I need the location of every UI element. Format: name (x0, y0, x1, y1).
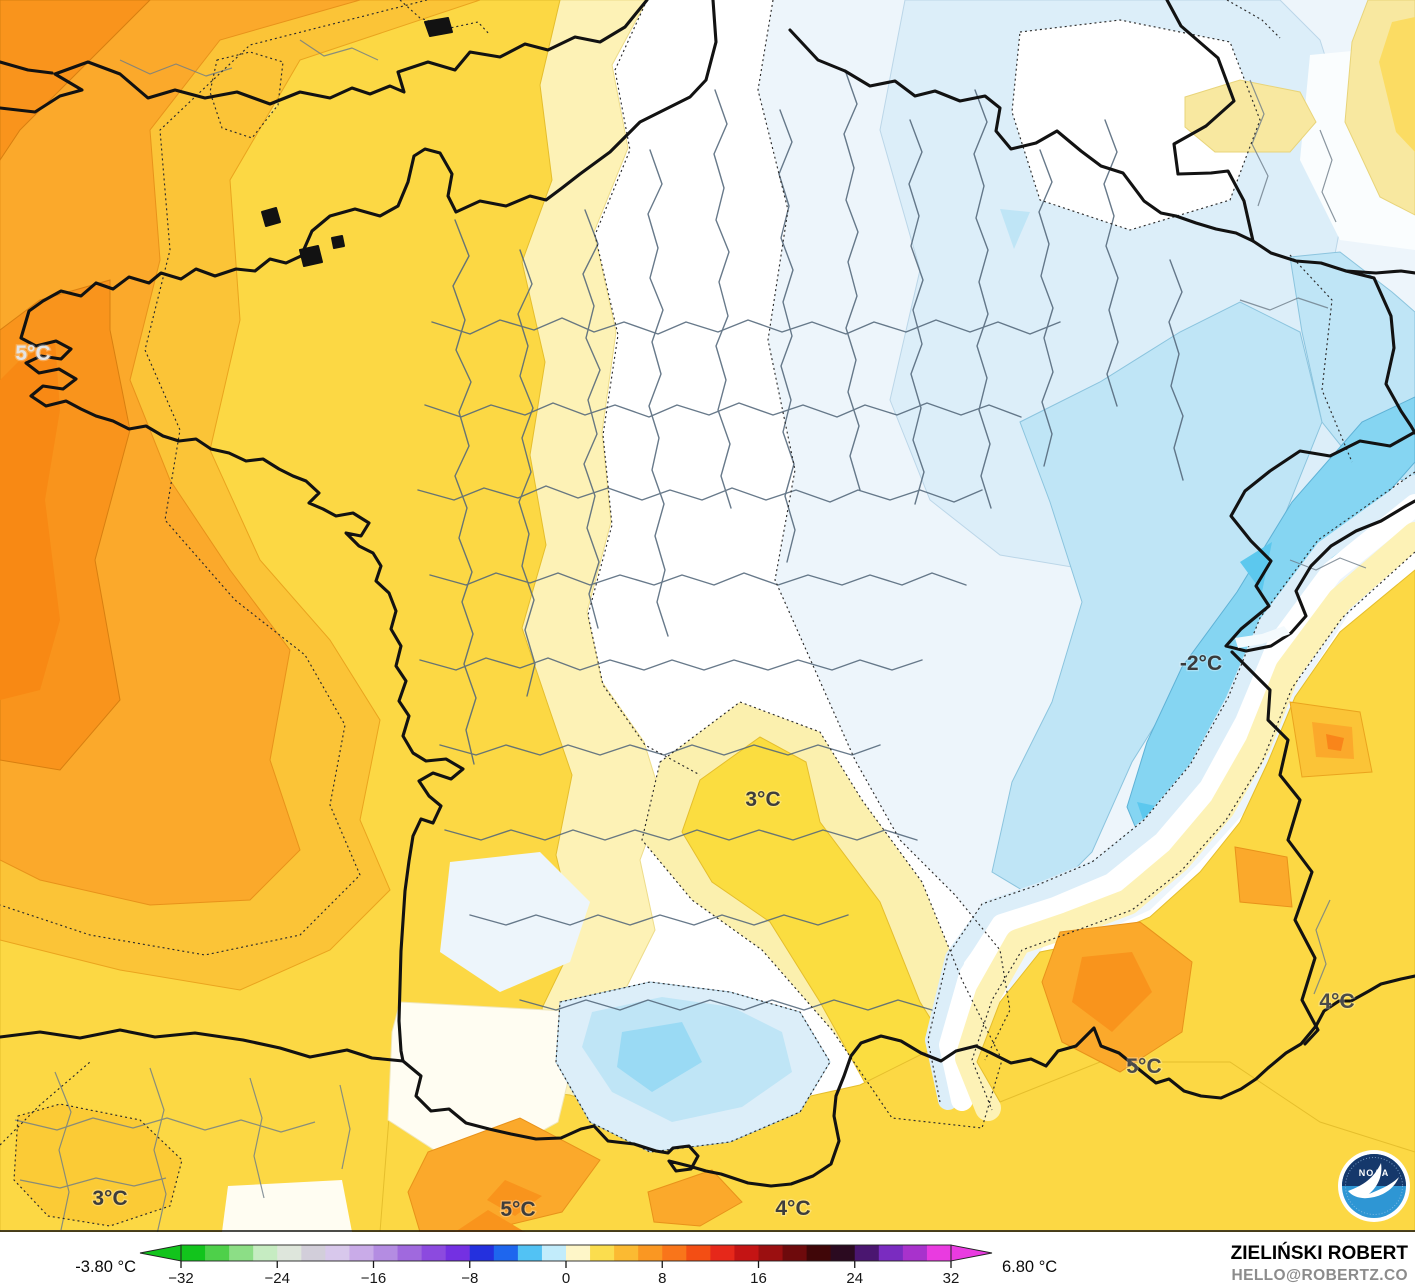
colorbar-segment (253, 1245, 278, 1261)
temp-label-massif: 3°C (745, 788, 780, 811)
colorbar-segment (445, 1245, 471, 1261)
cold-temperature-regions (440, 0, 1415, 1153)
colorbar-tick-label: 0 (562, 1270, 570, 1287)
belgium-border (788, 28, 1415, 275)
colorbar-segment (638, 1245, 663, 1261)
colorbar-min-label: -3.80 °C (75, 1258, 136, 1276)
channel-island (331, 235, 345, 249)
colorbar-segment (229, 1245, 254, 1261)
colorbar-segment (277, 1245, 302, 1261)
isoline-contours (0, 0, 1415, 1227)
colorbar-segment (806, 1245, 832, 1261)
attribution-email: HELLO@ROBERTZ.CO (1231, 1267, 1408, 1284)
channel-island (261, 207, 281, 227)
colorbar-segment (541, 1245, 567, 1261)
colorbar-segment (181, 1245, 206, 1261)
colorbar-segment (493, 1245, 519, 1261)
pyrenees-border-and-mediterranean-coast (401, 974, 1415, 1188)
switzerland-border (1224, 430, 1415, 653)
colorbar-segment (782, 1245, 808, 1261)
colorbar-tick-label: 16 (750, 1270, 767, 1287)
temp-label-pyrenees-w: 5°C (500, 1198, 535, 1221)
noaa-seagull-icon (1348, 1163, 1399, 1199)
france-atlantic-coastline (19, 0, 718, 1063)
colorbar-segment (349, 1245, 374, 1261)
colorbar-tick-label: 32 (943, 1270, 960, 1287)
colorbar-segment (758, 1245, 784, 1261)
colorbar-segment (734, 1245, 759, 1261)
department-boundaries (417, 69, 1184, 1011)
lake-geneva (1235, 626, 1290, 648)
italy-border (1230, 650, 1320, 1046)
temp-label-brittany: 5°C (15, 342, 50, 365)
colorbar-segment (397, 1245, 423, 1261)
colorbar-tick-label: 24 (846, 1270, 863, 1287)
colorbar-segment (710, 1245, 735, 1261)
rhine-border (1344, 269, 1415, 435)
temp-label-spain: 3°C (92, 1187, 127, 1210)
attribution-name: ZIELIŃSKI ROBERT (1231, 1242, 1409, 1264)
colorbar-segment (566, 1245, 591, 1261)
colorbar-panel: -3.80 °C −32 −24 −16 −8 0 8 16 24 32 6.80 °C ZIE… (0, 1232, 1415, 1287)
colorbar-tick-label: −16 (361, 1270, 386, 1287)
colorbar-segment (878, 1245, 904, 1261)
colorbar-max-label: 6.80 °C (1002, 1258, 1057, 1276)
colorbar-segment (421, 1245, 447, 1261)
colorbar-segment (325, 1245, 350, 1261)
colorbar-segment (614, 1245, 639, 1261)
germany-border (1165, 0, 1255, 243)
colorbar-scale (139, 1244, 993, 1262)
temp-label-jura: -2°C (1180, 652, 1222, 675)
colorbar-segment (205, 1245, 230, 1261)
colorbar-tick-label: −24 (265, 1270, 290, 1287)
temperature-anomaly-map: 5°C -2°C 3°C 3°C 5°C 4°C 5°C 4°C NOAA (0, 0, 1415, 1232)
colorbar-segment (686, 1245, 711, 1261)
england-coastline (0, 0, 649, 114)
colorbar-segment (662, 1245, 687, 1261)
neighbor-country-boundaries (14, 39, 1367, 1232)
temp-label-pyrenees-e: 4°C (775, 1197, 810, 1220)
colorbar-segment (902, 1245, 928, 1261)
colorbar-segment (854, 1245, 880, 1261)
colorbar-segment (301, 1245, 326, 1261)
colorbar-tick-label: −32 (168, 1270, 193, 1287)
temperature-labels: 5°C -2°C 3°C 3°C 5°C 4°C 5°C 4°C (14, 341, 1356, 1223)
colorbar-segment (373, 1245, 399, 1261)
colorbar-segment (517, 1245, 543, 1261)
colorbar-segment (926, 1245, 952, 1261)
noaa-logo-text: NOAA (1359, 1168, 1390, 1178)
colorbar-ticks: −32 −24 −16 −8 0 8 16 24 32 (168, 1261, 959, 1287)
colorbar-tick-label: −8 (461, 1270, 478, 1287)
colorbar-segment (590, 1245, 615, 1261)
spain-north-coastline (0, 1028, 405, 1063)
isle-of-wight (424, 17, 453, 37)
colorbar-tick-label: 8 (658, 1270, 666, 1287)
colorbar-segment (830, 1245, 856, 1261)
temp-label-provence: 5°C (1126, 1055, 1161, 1078)
noaa-logo: NOAA (1338, 1150, 1410, 1222)
temp-label-riviera: 4°C (1319, 990, 1354, 1013)
channel-island (299, 245, 323, 267)
colorbar-segment (469, 1245, 495, 1261)
coastlines-and-borders (0, 0, 1415, 1188)
